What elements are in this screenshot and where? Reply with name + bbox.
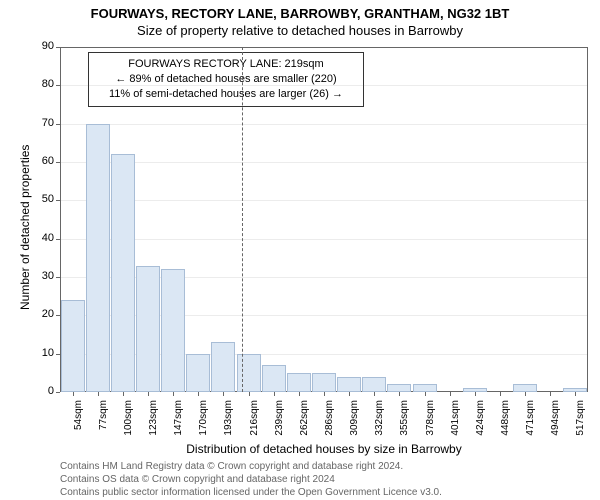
y-axis-label: Number of detached properties — [18, 144, 32, 309]
x-tick-mark — [475, 392, 476, 396]
grid-line — [60, 124, 588, 125]
footer-line-3: Contains public sector information licen… — [60, 486, 442, 499]
histogram-bar — [563, 388, 587, 392]
annotation-line-1: FOURWAYS RECTORY LANE: 219sqm — [97, 57, 355, 72]
histogram-bar — [387, 384, 411, 392]
x-tick-label: 355sqm — [399, 400, 410, 450]
x-tick-label: 123sqm — [148, 400, 159, 450]
x-tick-mark — [374, 392, 375, 396]
x-tick-label: 54sqm — [73, 400, 84, 450]
annotation-box: FOURWAYS RECTORY LANE: 219sqm ← 89% of d… — [88, 52, 364, 107]
histogram-bar — [337, 377, 361, 392]
chart-title: FOURWAYS, RECTORY LANE, BARROWBY, GRANTH… — [0, 0, 600, 21]
histogram-bar — [413, 384, 437, 392]
x-tick-label: 494sqm — [550, 400, 561, 450]
x-tick-mark — [274, 392, 275, 396]
x-tick-mark — [198, 392, 199, 396]
x-tick-label: 193sqm — [223, 400, 234, 450]
histogram-bar — [161, 269, 185, 392]
x-tick-mark — [425, 392, 426, 396]
histogram-bar — [287, 373, 311, 392]
footer-line-2: Contains OS data © Crown copyright and d… — [60, 473, 442, 486]
grid-line — [60, 239, 588, 240]
y-tick-label: 40 — [32, 232, 54, 244]
y-tick-label: 10 — [32, 347, 54, 359]
y-tick-label: 50 — [32, 193, 54, 205]
x-tick-label: 378sqm — [425, 400, 436, 450]
histogram-bar — [362, 377, 386, 392]
histogram-bar — [186, 354, 210, 392]
x-tick-label: 286sqm — [324, 400, 335, 450]
x-tick-label: 401sqm — [450, 400, 461, 450]
x-tick-mark — [173, 392, 174, 396]
x-tick-mark — [349, 392, 350, 396]
x-tick-mark — [299, 392, 300, 396]
x-tick-label: 424sqm — [475, 400, 486, 450]
x-tick-mark — [148, 392, 149, 396]
histogram-bar — [463, 388, 487, 392]
y-tick-label: 80 — [32, 78, 54, 90]
histogram-bar — [86, 124, 110, 392]
x-tick-mark — [249, 392, 250, 396]
x-tick-mark — [525, 392, 526, 396]
x-tick-mark — [450, 392, 451, 396]
x-tick-mark — [399, 392, 400, 396]
x-tick-mark — [73, 392, 74, 396]
x-tick-label: 448sqm — [500, 400, 511, 450]
x-tick-label: 77sqm — [98, 400, 109, 450]
x-tick-label: 517sqm — [575, 400, 586, 450]
x-tick-label: 262sqm — [299, 400, 310, 450]
x-tick-label: 309sqm — [349, 400, 360, 450]
x-tick-mark — [98, 392, 99, 396]
x-tick-label: 216sqm — [249, 400, 260, 450]
histogram-bar — [262, 365, 286, 392]
y-tick-label: 20 — [32, 308, 54, 320]
grid-line — [60, 162, 588, 163]
x-tick-mark — [500, 392, 501, 396]
reference-line — [242, 47, 243, 392]
x-tick-mark — [550, 392, 551, 396]
y-tick-label: 90 — [32, 40, 54, 52]
footer-attribution: Contains HM Land Registry data © Crown c… — [60, 460, 442, 499]
x-tick-label: 239sqm — [274, 400, 285, 450]
y-tick-label: 0 — [32, 385, 54, 397]
x-tick-mark — [123, 392, 124, 396]
grid-line — [60, 85, 588, 86]
y-tick-label: 30 — [32, 270, 54, 282]
histogram-bar — [61, 300, 85, 392]
histogram-bar — [111, 154, 135, 392]
x-tick-mark — [324, 392, 325, 396]
histogram-bar — [312, 373, 336, 392]
histogram-bar — [237, 354, 261, 392]
grid-line — [60, 200, 588, 201]
x-tick-label: 170sqm — [198, 400, 209, 450]
x-tick-mark — [575, 392, 576, 396]
x-tick-mark — [223, 392, 224, 396]
histogram-bar — [211, 342, 235, 392]
histogram-chart: FOURWAYS, RECTORY LANE, BARROWBY, GRANTH… — [0, 0, 600, 500]
y-tick-mark — [56, 392, 60, 393]
histogram-bar — [513, 384, 537, 392]
chart-subtitle: Size of property relative to detached ho… — [0, 21, 600, 38]
annotation-line-3: 11% of semi-detached houses are larger (… — [97, 87, 355, 102]
x-tick-label: 100sqm — [123, 400, 134, 450]
histogram-bar — [136, 266, 160, 393]
x-tick-label: 332sqm — [374, 400, 385, 450]
y-tick-label: 70 — [32, 117, 54, 129]
footer-line-1: Contains HM Land Registry data © Crown c… — [60, 460, 442, 473]
x-tick-label: 147sqm — [173, 400, 184, 450]
y-tick-label: 60 — [32, 155, 54, 167]
y-tick-mark — [56, 47, 60, 48]
x-tick-label: 471sqm — [525, 400, 536, 450]
